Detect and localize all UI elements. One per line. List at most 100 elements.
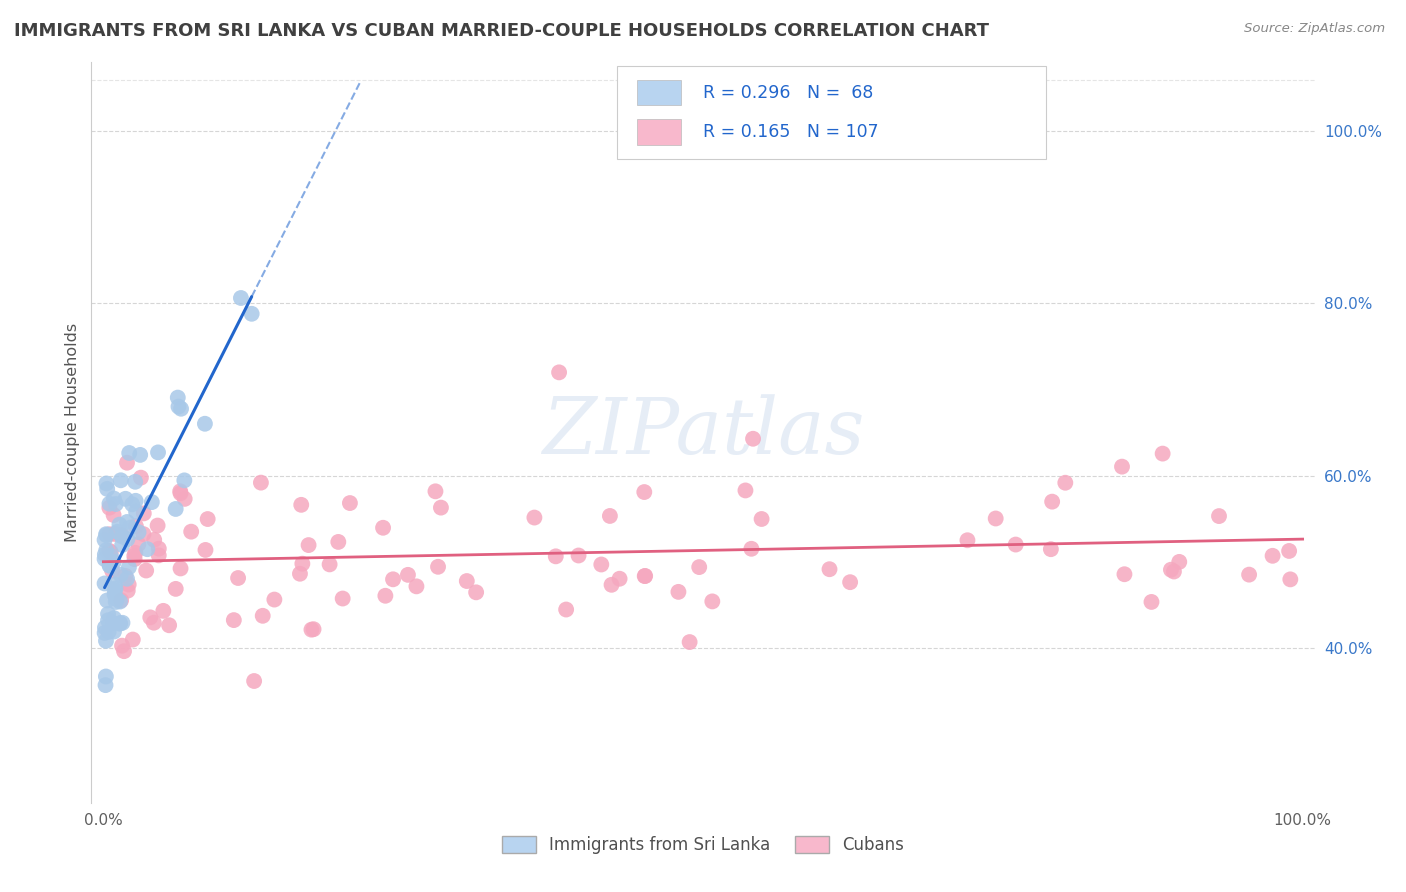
Point <box>169 486 191 500</box>
Point <box>120 521 142 535</box>
Point <box>148 541 170 556</box>
Point <box>94 678 117 692</box>
Point <box>167 400 190 414</box>
Point <box>250 475 273 490</box>
Point <box>1140 595 1163 609</box>
Point <box>143 533 166 547</box>
Point <box>128 525 150 540</box>
Point <box>751 512 773 526</box>
Point <box>555 602 578 616</box>
Point <box>93 626 115 640</box>
Point <box>98 558 121 573</box>
Point <box>110 473 132 487</box>
Point <box>599 508 621 523</box>
Point <box>1208 509 1230 524</box>
Point <box>742 432 765 446</box>
Point <box>956 533 979 548</box>
Point <box>124 475 146 489</box>
Point <box>111 639 134 653</box>
Point <box>97 613 120 627</box>
Point <box>523 510 546 524</box>
Point <box>94 633 117 648</box>
Point <box>148 549 170 563</box>
Point <box>94 527 117 541</box>
Point <box>98 558 121 573</box>
Point <box>180 524 202 539</box>
Point <box>288 566 311 581</box>
Point <box>405 579 427 593</box>
Point <box>111 538 134 552</box>
Text: Source: ZipAtlas.com: Source: ZipAtlas.com <box>1244 22 1385 36</box>
Point <box>98 544 121 558</box>
FancyBboxPatch shape <box>617 66 1046 159</box>
Point <box>194 417 217 431</box>
Point <box>103 624 125 639</box>
Legend: Immigrants from Sri Lanka, Cubans: Immigrants from Sri Lanka, Cubans <box>495 830 911 861</box>
Point <box>103 611 125 625</box>
Point <box>115 572 138 586</box>
Point <box>135 564 157 578</box>
Point <box>633 485 655 500</box>
Point <box>252 608 274 623</box>
Point <box>118 577 141 591</box>
Point <box>1278 544 1301 558</box>
Point <box>117 583 139 598</box>
Point <box>101 564 124 578</box>
Point <box>427 559 450 574</box>
Point <box>142 615 165 630</box>
Point <box>702 594 724 608</box>
Point <box>984 511 1007 525</box>
Text: R = 0.296   N =  68: R = 0.296 N = 68 <box>703 84 873 102</box>
Point <box>104 527 127 541</box>
Point <box>166 391 188 405</box>
Point <box>1114 567 1136 582</box>
Point <box>297 538 319 552</box>
Point <box>1168 555 1191 569</box>
Point <box>194 543 217 558</box>
Point <box>226 571 249 585</box>
Point <box>339 496 361 510</box>
Point <box>97 607 120 621</box>
Point <box>146 445 169 459</box>
Point <box>121 632 143 647</box>
Point <box>98 527 121 541</box>
Point <box>678 635 700 649</box>
Point <box>108 517 131 532</box>
Point <box>1261 549 1284 563</box>
Point <box>371 521 394 535</box>
Point <box>425 484 447 499</box>
Point <box>125 505 148 519</box>
Point <box>1040 494 1063 508</box>
Point <box>132 527 155 541</box>
Point <box>544 549 567 564</box>
Point <box>110 593 132 607</box>
Point <box>121 497 143 511</box>
Point <box>1152 447 1174 461</box>
Point <box>600 578 623 592</box>
Point <box>93 533 115 547</box>
Point <box>118 560 141 574</box>
Point <box>104 497 127 511</box>
Point <box>688 560 710 574</box>
Point <box>165 582 187 596</box>
Point <box>229 291 252 305</box>
Point <box>94 669 117 683</box>
Point <box>668 585 690 599</box>
Point <box>136 542 159 557</box>
Point <box>94 548 117 562</box>
Point <box>263 592 285 607</box>
Point <box>548 365 571 379</box>
Point <box>1237 567 1260 582</box>
Point <box>1039 542 1062 557</box>
Point <box>465 585 488 599</box>
Point <box>290 498 312 512</box>
Point <box>96 528 118 542</box>
Point <box>124 552 146 566</box>
Point <box>124 493 146 508</box>
Point <box>127 537 149 551</box>
Point <box>124 546 146 560</box>
Point <box>114 491 136 506</box>
Point <box>98 500 121 515</box>
Point <box>734 483 756 498</box>
Point <box>103 491 125 506</box>
